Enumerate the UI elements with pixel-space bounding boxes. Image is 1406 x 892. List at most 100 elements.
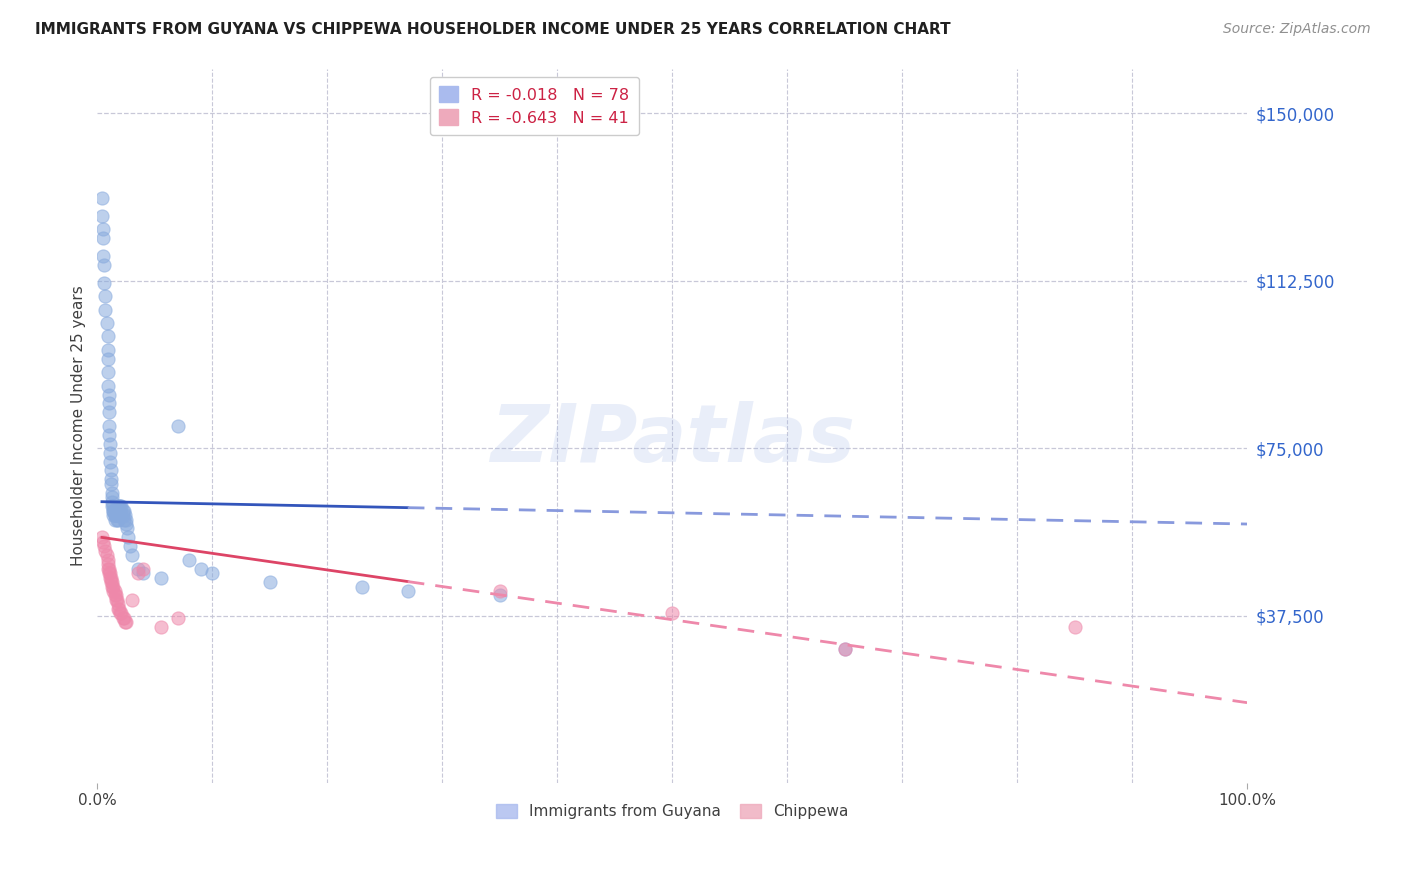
Point: [104, 512, 127, 526]
Point: [94, 544, 117, 558]
Point: [127, 566, 149, 581]
Point: [97, 365, 120, 379]
Point: [97, 405, 120, 419]
Point: [104, 508, 127, 522]
Point: [127, 562, 149, 576]
Point: [132, 562, 155, 576]
Point: [91, 191, 114, 205]
Point: [103, 499, 125, 513]
Point: [97, 351, 120, 366]
Point: [149, 571, 172, 585]
Point: [104, 589, 127, 603]
Point: [114, 615, 136, 630]
Point: [100, 472, 122, 486]
Point: [110, 499, 132, 513]
Point: [104, 508, 127, 522]
Point: [97, 329, 120, 343]
Point: [98, 445, 121, 459]
Point: [93, 540, 115, 554]
Point: [93, 258, 115, 272]
Point: [112, 512, 135, 526]
Point: [101, 499, 124, 513]
Point: [110, 508, 132, 522]
Point: [97, 343, 120, 357]
Point: [103, 503, 125, 517]
Point: [96, 549, 118, 563]
Point: [488, 584, 510, 599]
Point: [396, 584, 419, 599]
Point: [107, 598, 129, 612]
Point: [108, 499, 131, 513]
Point: [110, 503, 132, 517]
Point: [104, 508, 127, 522]
Point: [350, 580, 373, 594]
Point: [98, 454, 121, 468]
Point: [107, 508, 129, 522]
Point: [179, 553, 201, 567]
Point: [96, 316, 118, 330]
Point: [121, 549, 143, 563]
Point: [834, 642, 856, 657]
Point: [834, 642, 856, 657]
Point: [98, 566, 121, 581]
Point: [105, 508, 128, 522]
Point: [115, 512, 138, 526]
Point: [110, 607, 132, 621]
Point: [108, 602, 131, 616]
Point: [190, 562, 212, 576]
Point: [94, 302, 117, 317]
Point: [103, 508, 125, 522]
Point: [91, 530, 114, 544]
Point: [166, 418, 188, 433]
Point: [98, 436, 121, 450]
Point: [91, 209, 114, 223]
Point: [104, 584, 127, 599]
Point: [488, 589, 510, 603]
Point: [91, 534, 114, 549]
Point: [104, 503, 127, 517]
Point: [101, 580, 124, 594]
Point: [97, 562, 120, 576]
Point: [97, 418, 120, 433]
Point: [110, 499, 132, 513]
Point: [97, 378, 120, 392]
Text: IMMIGRANTS FROM GUYANA VS CHIPPEWA HOUSEHOLDER INCOME UNDER 25 YEARS CORRELATION: IMMIGRANTS FROM GUYANA VS CHIPPEWA HOUSE…: [35, 22, 950, 37]
Point: [117, 530, 139, 544]
Point: [105, 503, 128, 517]
Point: [97, 558, 120, 572]
Point: [101, 490, 124, 504]
Point: [149, 620, 172, 634]
Point: [97, 427, 120, 442]
Point: [1063, 620, 1085, 634]
Point: [114, 508, 136, 522]
Point: [100, 476, 122, 491]
Point: [101, 485, 124, 500]
Point: [259, 575, 281, 590]
Point: [117, 521, 139, 535]
Point: [97, 387, 120, 401]
Point: [115, 615, 138, 630]
Point: [166, 611, 188, 625]
Point: [201, 566, 224, 581]
Point: [103, 503, 125, 517]
Point: [97, 396, 120, 410]
Point: [107, 602, 129, 616]
Point: [105, 593, 128, 607]
Point: [91, 231, 114, 245]
Point: [112, 503, 135, 517]
Point: [111, 611, 134, 625]
Point: [121, 593, 143, 607]
Point: [94, 289, 117, 303]
Point: [111, 508, 134, 522]
Point: [103, 584, 125, 599]
Point: [97, 553, 120, 567]
Point: [110, 607, 132, 621]
Point: [98, 571, 121, 585]
Point: [107, 512, 129, 526]
Point: [100, 571, 122, 585]
Point: [91, 249, 114, 263]
Legend: Immigrants from Guyana, Chippewa: Immigrants from Guyana, Chippewa: [489, 797, 855, 825]
Point: [105, 512, 128, 526]
Point: [104, 508, 127, 522]
Point: [104, 589, 127, 603]
